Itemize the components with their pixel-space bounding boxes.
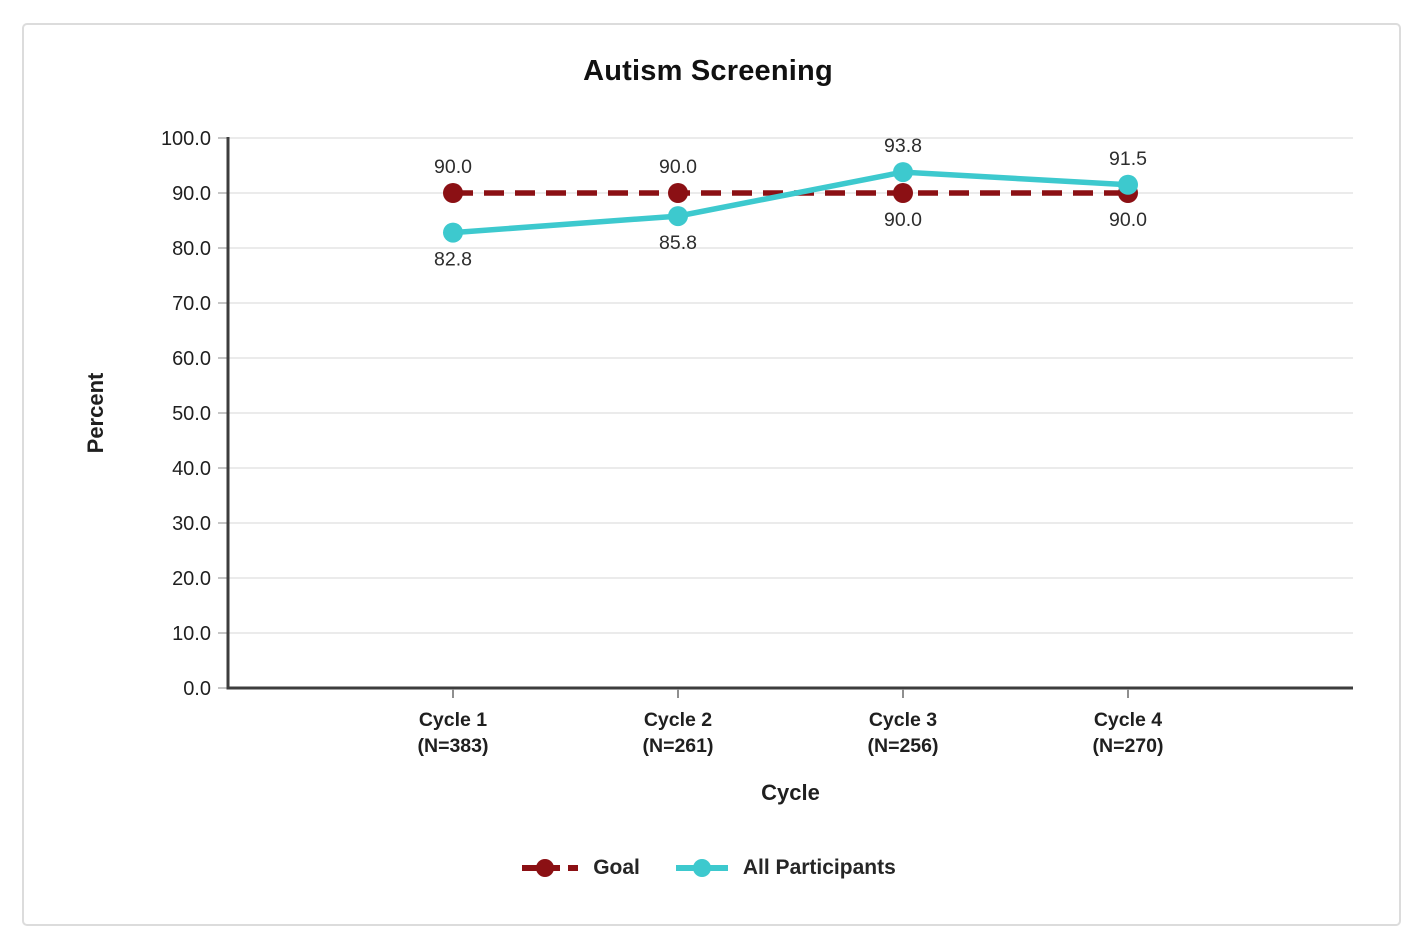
legend-label-all-participants: All Participants	[742, 856, 896, 879]
value-label: 91.5	[1109, 148, 1147, 170]
value-label: 82.8	[434, 249, 472, 271]
y-tick-label: 0.0	[183, 678, 211, 700]
series-line-all-participants	[452, 169, 1129, 236]
x-tick-label: Cycle 2 (N=261)	[643, 709, 714, 757]
x-tick-label: Cycle 4 (N=270)	[1093, 709, 1164, 757]
value-label: 93.8	[884, 135, 922, 157]
y-tick-label: 20.0	[172, 568, 211, 590]
data-point-goal	[893, 183, 913, 203]
data-point-all-participants	[893, 162, 913, 183]
x-axis-title: Cycle	[761, 780, 820, 805]
legend-item-goal: Goal	[520, 856, 640, 880]
y-tick-label: 100.0	[161, 128, 211, 150]
value-label: 90.0	[1109, 209, 1147, 231]
chart-title: Autism Screening	[583, 55, 833, 87]
y-tick-label: 10.0	[172, 623, 211, 645]
value-label: 90.0	[434, 156, 472, 178]
y-axis-title: Percent	[83, 372, 108, 453]
chart-frame	[22, 23, 1401, 926]
value-label: 90.0	[884, 209, 922, 231]
x-tick-label: Cycle 1 (N=383)	[418, 709, 489, 757]
y-tick-label: 30.0	[172, 513, 211, 535]
y-tick-label: 50.0	[172, 403, 211, 425]
goal-line-swatch-icon	[522, 859, 579, 877]
data-point-goal	[443, 183, 463, 203]
legend-label-goal: Goal	[593, 856, 640, 879]
y-tick-label: 70.0	[172, 293, 211, 315]
all-participants-swatch-marker	[692, 859, 711, 877]
y-tick-label: 80.0	[172, 238, 211, 260]
x-tick-label: Cycle 3 (N=256)	[868, 709, 939, 757]
value-label: 85.8	[659, 232, 697, 254]
goal-swatch-marker	[536, 859, 555, 877]
line-chart-plot: 0.0 10.0 20.0 30.0 40.0 50.0 60.0 70.0 80.0 90.0 1…	[83, 128, 1353, 805]
data-point-all-participants	[1118, 174, 1138, 195]
y-tick-label: 60.0	[172, 348, 211, 370]
data-point-goal	[668, 183, 688, 203]
all-participants-line-swatch-icon	[675, 859, 728, 877]
data-point-all-participants	[443, 222, 463, 243]
legend-item-all-participants: All Participants	[674, 856, 896, 880]
y-tick-label: 90.0	[172, 183, 211, 205]
data-point-all-participants	[668, 206, 688, 227]
chart-legend: Goal All Participants	[0, 856, 1416, 880]
value-label: 90.0	[659, 156, 697, 178]
y-tick-label: 40.0	[172, 458, 211, 480]
